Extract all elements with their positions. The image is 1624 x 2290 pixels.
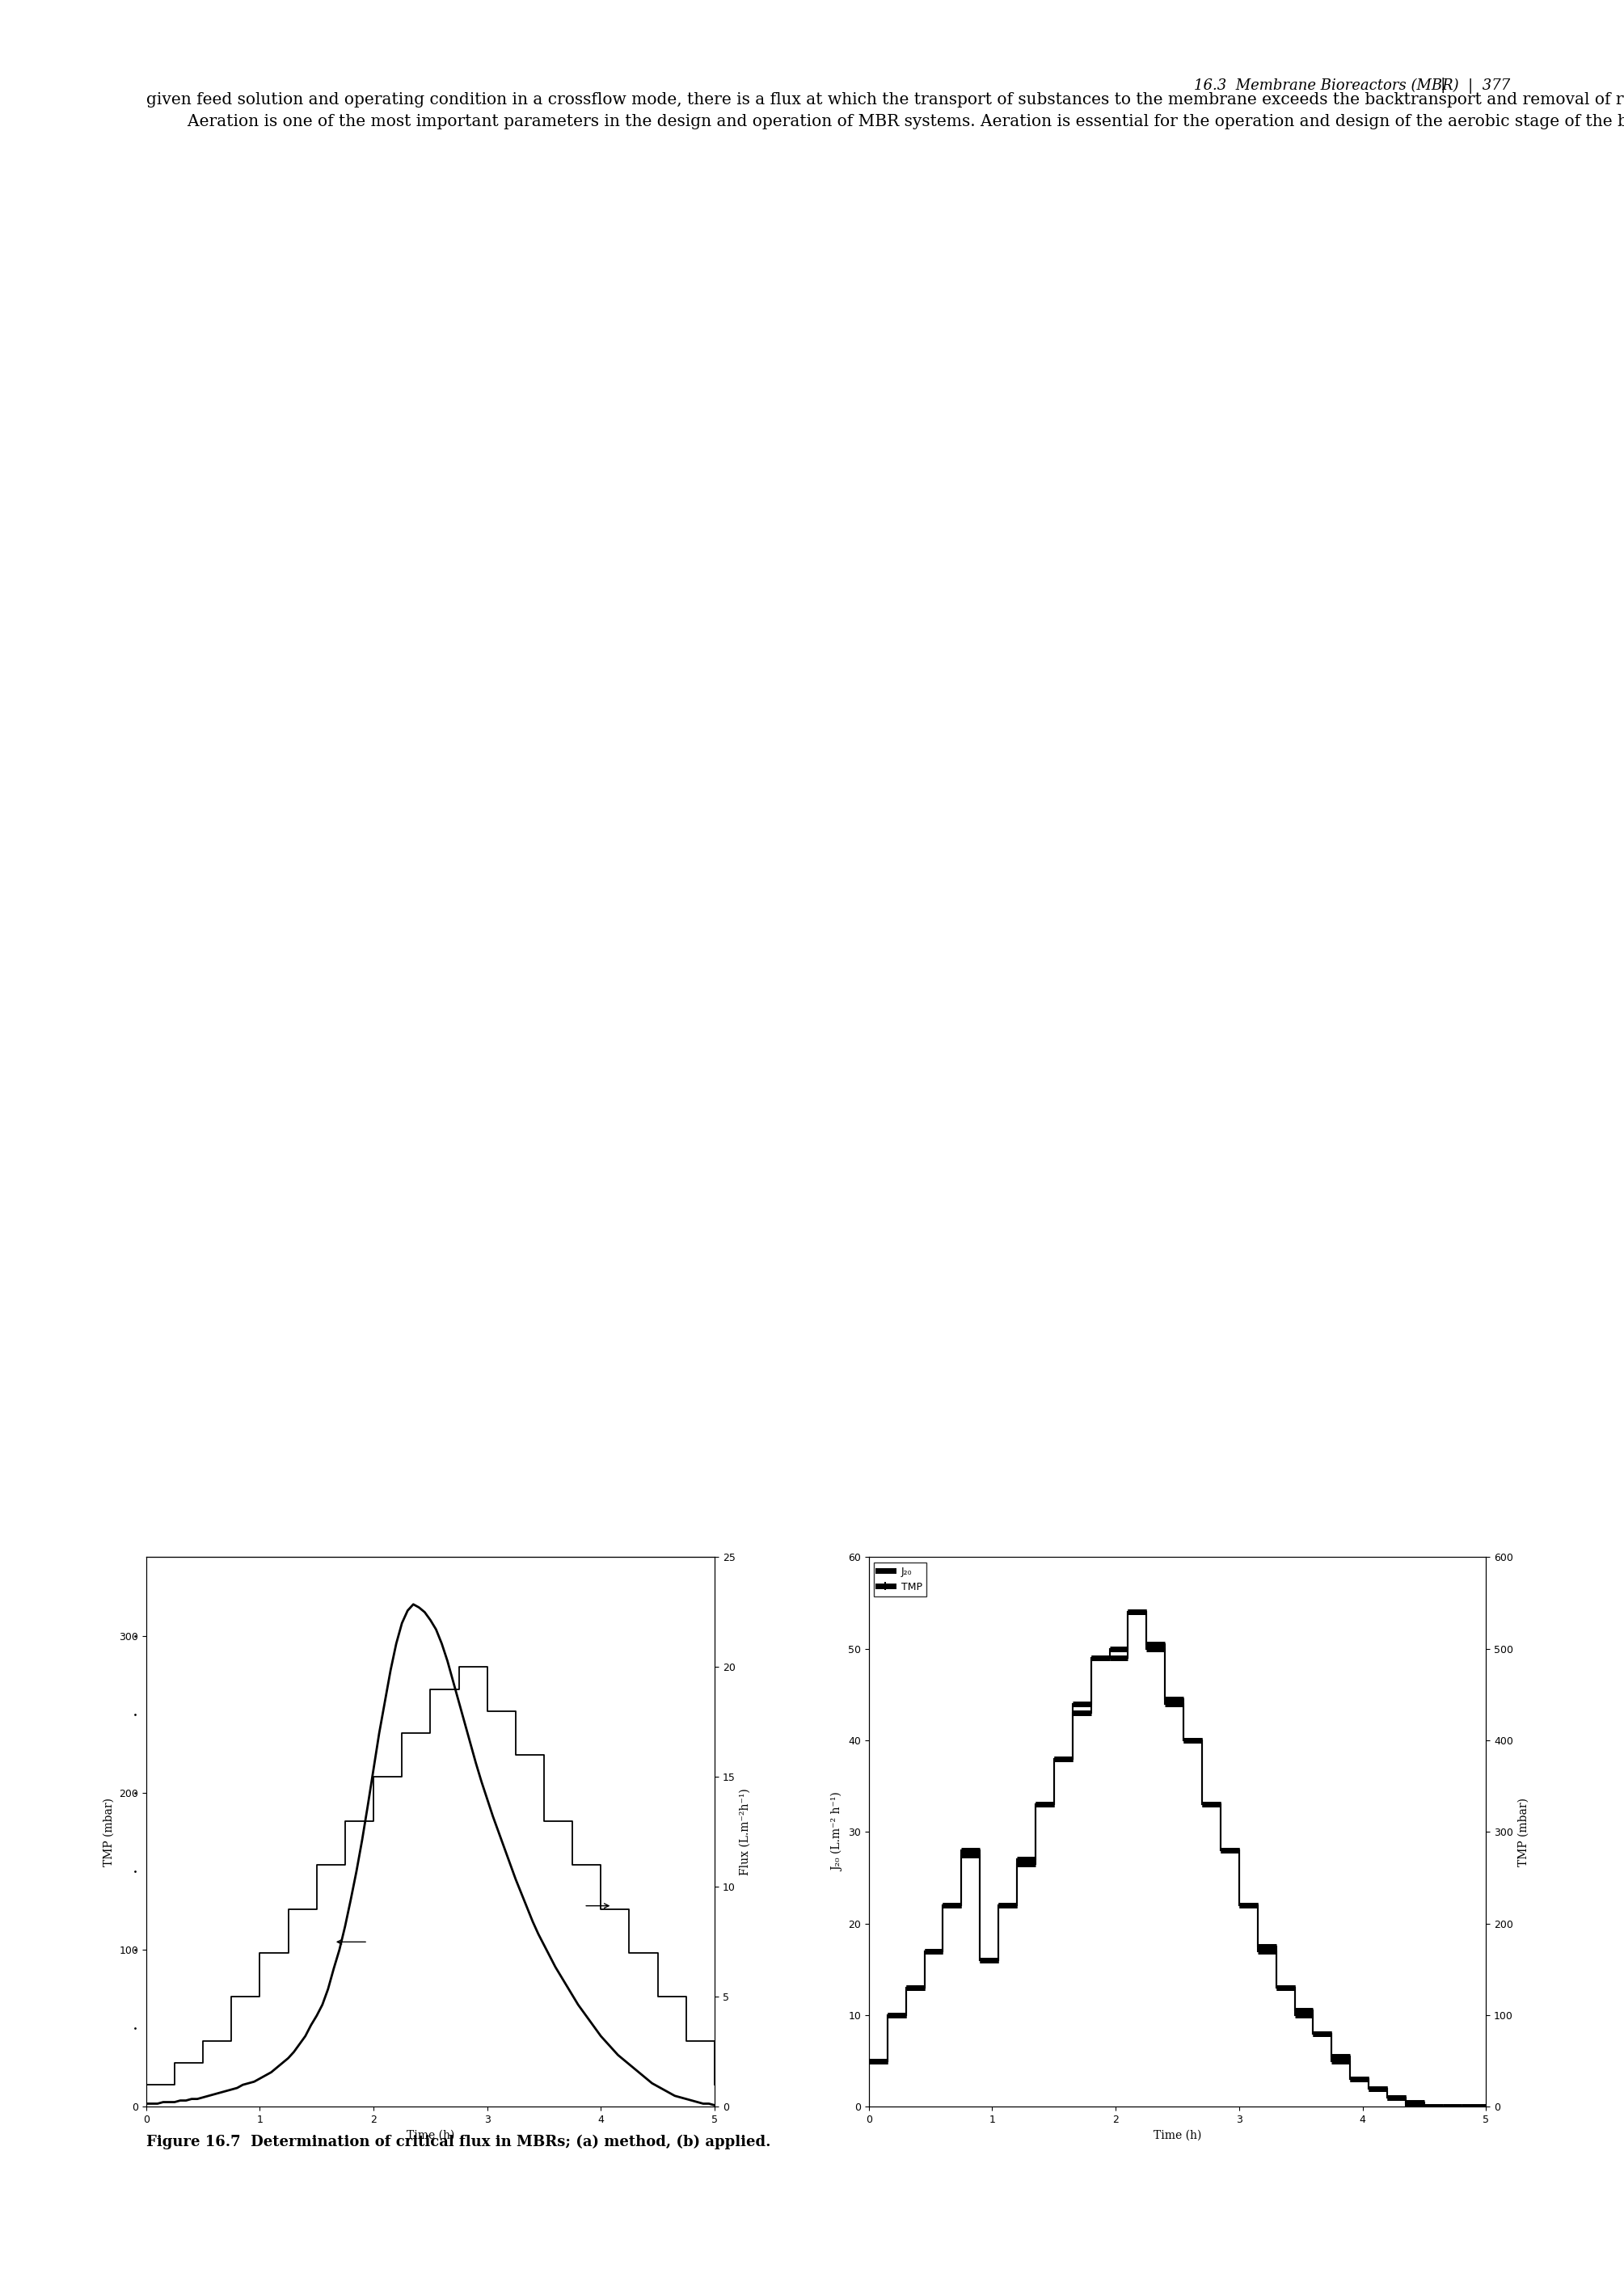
Legend: J₂₀, TMP: J₂₀, TMP (874, 1562, 926, 1596)
X-axis label: Time (h): Time (h) (1153, 2130, 1202, 2141)
Text: Figure 16.7  Determination of critical flux in MBRs; (a) method, (b) applied.: Figure 16.7 Determination of critical fl… (146, 2134, 771, 2148)
Text: 16.3  Membrane Bioreactors (MBR)  |  377: 16.3 Membrane Bioreactors (MBR) | 377 (1194, 78, 1510, 94)
X-axis label: Time (h): Time (h) (406, 2130, 455, 2141)
Y-axis label: TMP (mbar): TMP (mbar) (1518, 1798, 1530, 1866)
Y-axis label: Flux (L.m⁻²h⁻¹): Flux (L.m⁻²h⁻¹) (741, 1788, 750, 1876)
Text: given feed solution and operating condition in a crossflow mode, there is a flux: given feed solution and operating condit… (146, 92, 1624, 128)
Y-axis label: TMP (mbar): TMP (mbar) (104, 1798, 115, 1866)
Text: |: | (1440, 78, 1445, 94)
Y-axis label: J₂₀ (L.m⁻² h⁻¹): J₂₀ (L.m⁻² h⁻¹) (831, 1793, 843, 1871)
